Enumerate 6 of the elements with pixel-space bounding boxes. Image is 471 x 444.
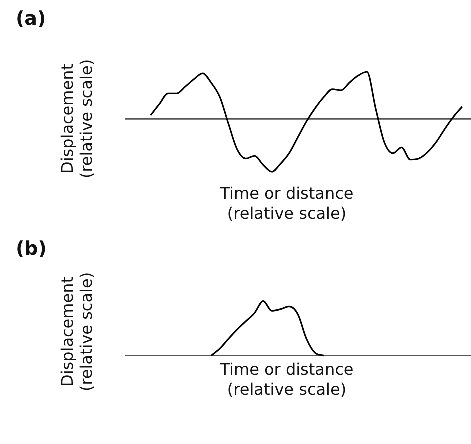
chart-title: (b) — [16, 238, 47, 260]
x-axis-title: Time or distance (relative scale) — [219, 360, 355, 400]
chart-title: (a) — [16, 8, 46, 30]
y-axis-title: Displacement (relative scale) — [58, 58, 96, 181]
x-axis-title: Time or distance (relative scale) — [219, 184, 355, 224]
y-axis-title: Displacement (relative scale) — [58, 271, 96, 394]
